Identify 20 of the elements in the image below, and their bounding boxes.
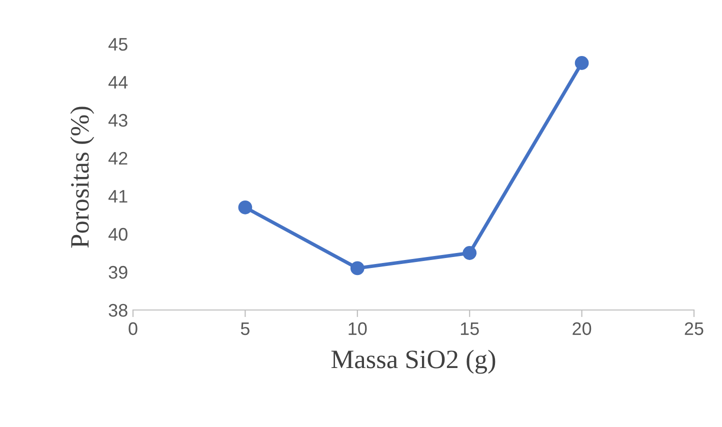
x-tick-label: 20 — [572, 322, 592, 336]
point — [350, 261, 364, 276]
point — [574, 56, 589, 70]
y-tick-label: 44 — [108, 76, 128, 89]
y-tick-label: 40 — [108, 228, 128, 241]
x-tick-label: 15 — [460, 322, 479, 336]
y-tick-label: 43 — [108, 114, 128, 127]
y-tick-label: 38 — [108, 304, 128, 317]
x-tick-label: 10 — [348, 322, 367, 336]
y-tick-label: 41 — [108, 190, 128, 203]
point — [238, 200, 252, 214]
x-tick-label: 25 — [684, 322, 704, 336]
y-tick-label: 45 — [108, 38, 128, 51]
x-tick-label: 0 — [128, 322, 138, 336]
x-tick-label: 5 — [240, 322, 250, 336]
y-axis-title: Porositas (%) — [70, 106, 94, 248]
y-tick-label: 39 — [108, 266, 128, 279]
y-tick-label: 42 — [108, 152, 128, 165]
x-axis-title: Massa SiO2 (g) — [331, 350, 496, 374]
point — [462, 246, 477, 260]
